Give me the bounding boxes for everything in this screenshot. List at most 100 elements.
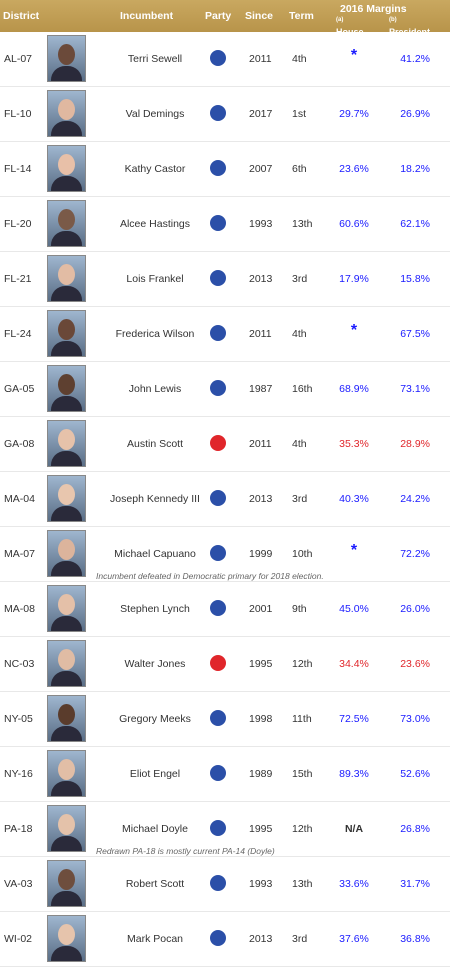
president-margin-cell: 15.8%: [400, 273, 430, 285]
since-cell: 1989: [249, 768, 273, 780]
incumbent-photo: [47, 35, 86, 82]
president-margin-cell: 23.6%: [400, 658, 430, 670]
incumbent-name[interactable]: Val Demings: [125, 108, 185, 120]
header-party: Party: [205, 10, 232, 22]
row-note: Redrawn PA-18 is mostly current PA-14 (D…: [96, 846, 275, 856]
header-margins: 2016 Margins: [340, 3, 407, 15]
president-margin-cell: 67.5%: [400, 328, 430, 340]
term-cell: 13th: [292, 218, 313, 230]
since-cell: 1995: [249, 823, 273, 835]
term-cell: 3rd: [292, 493, 308, 505]
header-president: President (b): [389, 17, 430, 37]
democratic-party-icon: [210, 820, 226, 836]
table-row: NY-05 Gregory Meeks 1998 11th 72.5% 73.0%: [0, 692, 450, 747]
district-cell: NC-03: [4, 658, 35, 670]
district-cell: GA-05: [4, 383, 35, 395]
republican-party-icon: [210, 655, 226, 671]
incumbent-name[interactable]: John Lewis: [128, 383, 182, 395]
district-cell: VA-03: [4, 878, 33, 890]
president-margin-cell: 18.2%: [400, 163, 430, 175]
incumbent-name[interactable]: Eliot Engel: [129, 768, 181, 780]
incumbent-name[interactable]: Walter Jones: [124, 658, 186, 670]
since-cell: 1987: [249, 383, 273, 395]
table-body: AL-07 Terri Sewell 2011 4th * 41.2% FL-10 Val D…: [0, 32, 450, 967]
democratic-party-icon: [210, 710, 226, 726]
table-row: MA-04 Joseph Kennedy III 2013 3rd 40.3% 24.2%: [0, 472, 450, 527]
democratic-party-icon: [210, 930, 226, 946]
incumbent-name[interactable]: Gregory Meeks: [119, 713, 191, 725]
header-since: Since: [245, 10, 274, 22]
district-cell: FL-20: [4, 218, 32, 230]
since-cell: 1993: [249, 878, 273, 890]
president-margin-cell: 41.2%: [400, 53, 430, 65]
president-margin-cell: 26.8%: [400, 823, 430, 835]
since-cell: 2017: [249, 108, 273, 120]
district-cell: NY-16: [4, 768, 33, 780]
incumbent-name[interactable]: Alcee Hastings: [119, 218, 191, 230]
incumbent-name[interactable]: Terri Sewell: [127, 53, 183, 65]
house-margin-cell: 45.0%: [339, 603, 369, 615]
democratic-party-icon: [210, 160, 226, 176]
header-term: Term: [289, 10, 314, 22]
since-cell: 2001: [249, 603, 273, 615]
table-row: FL-10 Val Demings 2017 1st 29.7% 26.9%: [0, 87, 450, 142]
incumbent-name[interactable]: Frederica Wilson: [115, 328, 195, 340]
table-row: GA-05 John Lewis 1987 16th 68.9% 73.1%: [0, 362, 450, 417]
district-cell: MA-07: [4, 548, 35, 560]
house-margin-cell: 34.4%: [339, 658, 369, 670]
incumbent-name[interactable]: Kathy Castor: [124, 163, 186, 175]
incumbent-photo: [47, 475, 86, 522]
incumbent-name[interactable]: Michael Doyle: [122, 823, 188, 835]
president-margin-cell: 26.9%: [400, 108, 430, 120]
house-margin-cell: 35.3%: [339, 438, 369, 450]
table-row: PA-18 Michael Doyle 1995 12th N/A 26.8% Redraw…: [0, 802, 450, 857]
incumbent-name[interactable]: Austin Scott: [126, 438, 184, 450]
incumbent-photo: [47, 255, 86, 302]
incumbent-name[interactable]: Stephen Lynch: [120, 603, 190, 615]
president-margin-cell: 36.8%: [400, 933, 430, 945]
district-cell: PA-18: [4, 823, 33, 835]
since-cell: 1998: [249, 713, 273, 725]
house-margin-cell: 33.6%: [339, 878, 369, 890]
democratic-party-icon: [210, 50, 226, 66]
table-row: NC-03 Walter Jones 1995 12th 34.4% 23.6%: [0, 637, 450, 692]
district-cell: GA-08: [4, 438, 35, 450]
table-row: FL-20 Alcee Hastings 1993 13th 60.6% 62.1%: [0, 197, 450, 252]
term-cell: 11th: [292, 713, 312, 725]
term-cell: 4th: [292, 438, 307, 450]
since-cell: 2013: [249, 493, 273, 505]
row-note: Incumbent defeated in Democratic primary…: [96, 571, 324, 581]
header-house: House (a): [336, 17, 364, 37]
incumbent-name[interactable]: Mark Pocan: [126, 933, 184, 945]
since-cell: 2013: [249, 933, 273, 945]
incumbent-name[interactable]: Robert Scott: [125, 878, 185, 890]
incumbent-photo: [47, 530, 86, 577]
table-row: GA-08 Austin Scott 2011 4th 35.3% 28.9%: [0, 417, 450, 472]
term-cell: 10th: [292, 548, 313, 560]
incumbent-name[interactable]: Joseph Kennedy III: [110, 493, 200, 505]
table-row: MA-08 Stephen Lynch 2001 9th 45.0% 26.0%: [0, 582, 450, 637]
president-margin-cell: 26.0%: [400, 603, 430, 615]
president-margin-cell: 52.6%: [400, 768, 430, 780]
header-district: District: [3, 10, 40, 22]
district-cell: MA-04: [4, 493, 35, 505]
president-margin-cell: 62.1%: [400, 218, 430, 230]
incumbent-photo: [47, 310, 86, 357]
incumbent-photo: [47, 145, 86, 192]
house-margin-cell: 37.6%: [339, 933, 369, 945]
incumbent-photo: [47, 420, 86, 467]
since-cell: 2011: [249, 438, 272, 450]
house-margin-cell: 17.9%: [339, 273, 369, 285]
incumbent-photo: [47, 860, 86, 907]
table-row: FL-14 Kathy Castor 2007 6th 23.6% 18.2%: [0, 142, 450, 197]
incumbent-name[interactable]: Lois Frankel: [126, 273, 184, 285]
term-cell: 4th: [292, 53, 307, 65]
house-margin-cell: 89.3%: [339, 768, 369, 780]
header-incumbent: Incumbent: [120, 10, 174, 22]
table-row: WI-02 Mark Pocan 2013 3rd 37.6% 36.8%: [0, 912, 450, 967]
since-cell: 1995: [249, 658, 273, 670]
table-row: FL-24 Frederica Wilson 2011 4th * 67.5%: [0, 307, 450, 362]
house-margin-cell: N/A: [344, 823, 364, 835]
incumbent-name[interactable]: Michael Capuano: [114, 548, 196, 560]
president-margin-cell: 73.1%: [400, 383, 430, 395]
